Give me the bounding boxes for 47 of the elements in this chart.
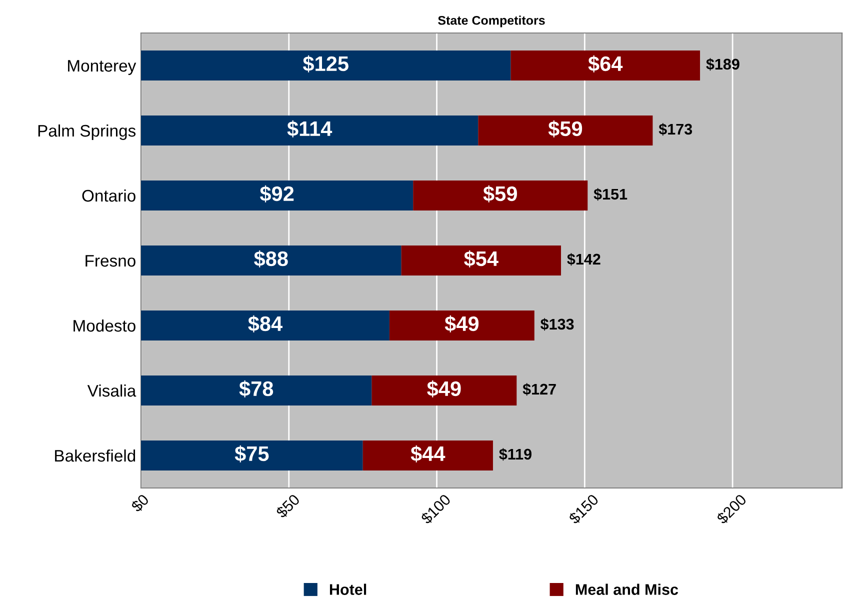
data-label: $88 [254, 250, 288, 268]
bar [141, 376, 372, 406]
total-label: $173 [658, 123, 692, 136]
y-tick-label: Palm Springs [38, 124, 136, 140]
total-label: $142 [567, 253, 600, 266]
total-label: $119 [499, 448, 532, 461]
chart-title: State Competitors [438, 16, 545, 28]
data-label: $92 [260, 185, 294, 202]
data-label: $54 [464, 250, 498, 268]
data-label: $78 [239, 380, 274, 398]
y-tick-label: Fresno [86, 255, 136, 267]
data-label: $59 [483, 185, 517, 202]
data-label: $44 [410, 445, 446, 462]
total-label: $151 [594, 188, 628, 201]
legend-label: Meal and Misc [576, 584, 678, 595]
bar [362, 440, 493, 470]
bar [413, 180, 588, 210]
bar [141, 246, 402, 276]
data-label: $49 [427, 380, 461, 398]
data-label: $75 [234, 445, 269, 462]
y-tick-label: Modesto [74, 319, 136, 332]
total-label: $133 [540, 318, 574, 331]
bar [141, 310, 390, 340]
y-tick-label: Ontario [82, 189, 136, 202]
bar [141, 116, 478, 146]
data-label: $64 [588, 55, 623, 72]
total-label: $189 [706, 58, 740, 71]
bar [510, 50, 700, 80]
total-label: $127 [522, 383, 556, 396]
data-label: $84 [248, 315, 282, 332]
y-tick-label: Monterey [68, 60, 136, 75]
legend-label: Hotel [330, 584, 366, 595]
bar [389, 310, 534, 340]
bar [478, 116, 653, 146]
data-label: $114 [287, 120, 332, 138]
data-label: $59 [548, 120, 582, 138]
data-label: $125 [302, 55, 348, 72]
bar [401, 246, 562, 276]
bar [141, 440, 363, 470]
bar [141, 180, 414, 210]
bar [141, 50, 511, 80]
y-tick-label: Visalia [87, 384, 136, 397]
x-tick-label: $0 [130, 493, 150, 514]
bar [372, 376, 517, 406]
y-tick-label: Bakersfield [55, 449, 136, 462]
data-label: $49 [444, 315, 479, 332]
x-tick-label: $50 [274, 493, 302, 520]
